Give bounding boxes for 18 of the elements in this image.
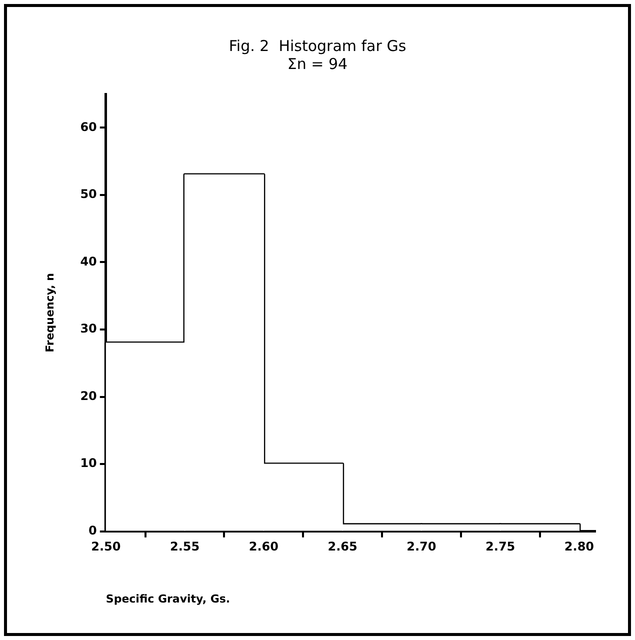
x-tick-label: 2.70 [406, 540, 436, 554]
x-tick-label: 2.65 [328, 540, 358, 554]
y-tick-label: 20 [80, 388, 97, 403]
chart-title: Fig. 2 Histogram far Gs [228, 36, 406, 55]
y-tick-label: 60 [80, 120, 97, 134]
x-tick-label: 2.75 [486, 540, 516, 554]
x-tick-label: 2.50 [91, 540, 121, 554]
y-axis-title: Frequency, n [43, 273, 56, 352]
y-tick-label: 0 [88, 524, 97, 538]
chart-subtitle: Σn = 94 [287, 54, 348, 73]
x-tick-label: 2.55 [170, 540, 200, 554]
y-tick-label: 40 [80, 254, 97, 268]
x-axis-title: Specific Gravity, Gs. [106, 592, 230, 606]
y-tick-label: 30 [80, 322, 97, 336]
y-tick-label: 50 [80, 187, 97, 202]
x-tick-label: 2.80 [564, 540, 594, 554]
y-tick-label: 10 [80, 456, 97, 470]
x-tick-label: 2.60 [248, 540, 278, 554]
